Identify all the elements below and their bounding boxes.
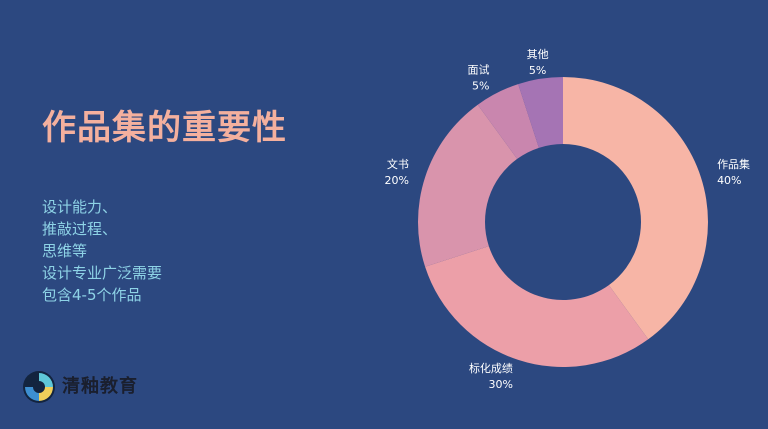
logo-icon [23, 371, 55, 403]
slice-label: 作品集 40% [717, 157, 750, 187]
bullet-item: 设计能力、 [42, 198, 118, 216]
slice-value-label: 30% [488, 378, 512, 391]
slice-label: 面试 5% [467, 64, 489, 93]
slice-value-label: 5% [472, 80, 489, 93]
donut-slice [518, 77, 563, 148]
donut-slice [418, 104, 518, 267]
logo: 清釉教育 [22, 370, 138, 404]
bullet-item: 设计专业广泛需要 [42, 264, 163, 282]
donut-slice [477, 84, 539, 159]
slice-category-label: 标化成绩 [469, 361, 513, 375]
bullet-item: 推敲过程、 [42, 220, 118, 238]
slice-value-label: 5% [529, 64, 546, 77]
slice-label: 文书 20% [384, 157, 408, 187]
slide-title: 作品集的重要性 [42, 108, 287, 148]
bullet-item: 包含4-5个作品 [42, 286, 142, 304]
donut-slice [425, 246, 649, 367]
donut-slice [563, 77, 708, 340]
slice-label: 其他 5% [527, 48, 549, 77]
slice-value-label: 40% [717, 174, 741, 187]
bullet-item: 思维等 [42, 242, 88, 260]
slice-category-label: 其他 [527, 48, 549, 61]
logo-text: 清釉教育 [62, 377, 138, 397]
logo-name: 清釉教育 [62, 376, 138, 397]
slice-label: 标化成绩 30% [469, 361, 513, 391]
bullet-list: 设计能力、 推敲过程、 思维等 设计专业广泛需要 包含4-5个作品 [42, 196, 162, 306]
slice-category-label: 面试 [467, 64, 489, 77]
slice-category-label: 作品集 [717, 157, 750, 171]
slice-category-label: 文书 [387, 157, 409, 171]
slice-value-label: 20% [384, 174, 408, 187]
